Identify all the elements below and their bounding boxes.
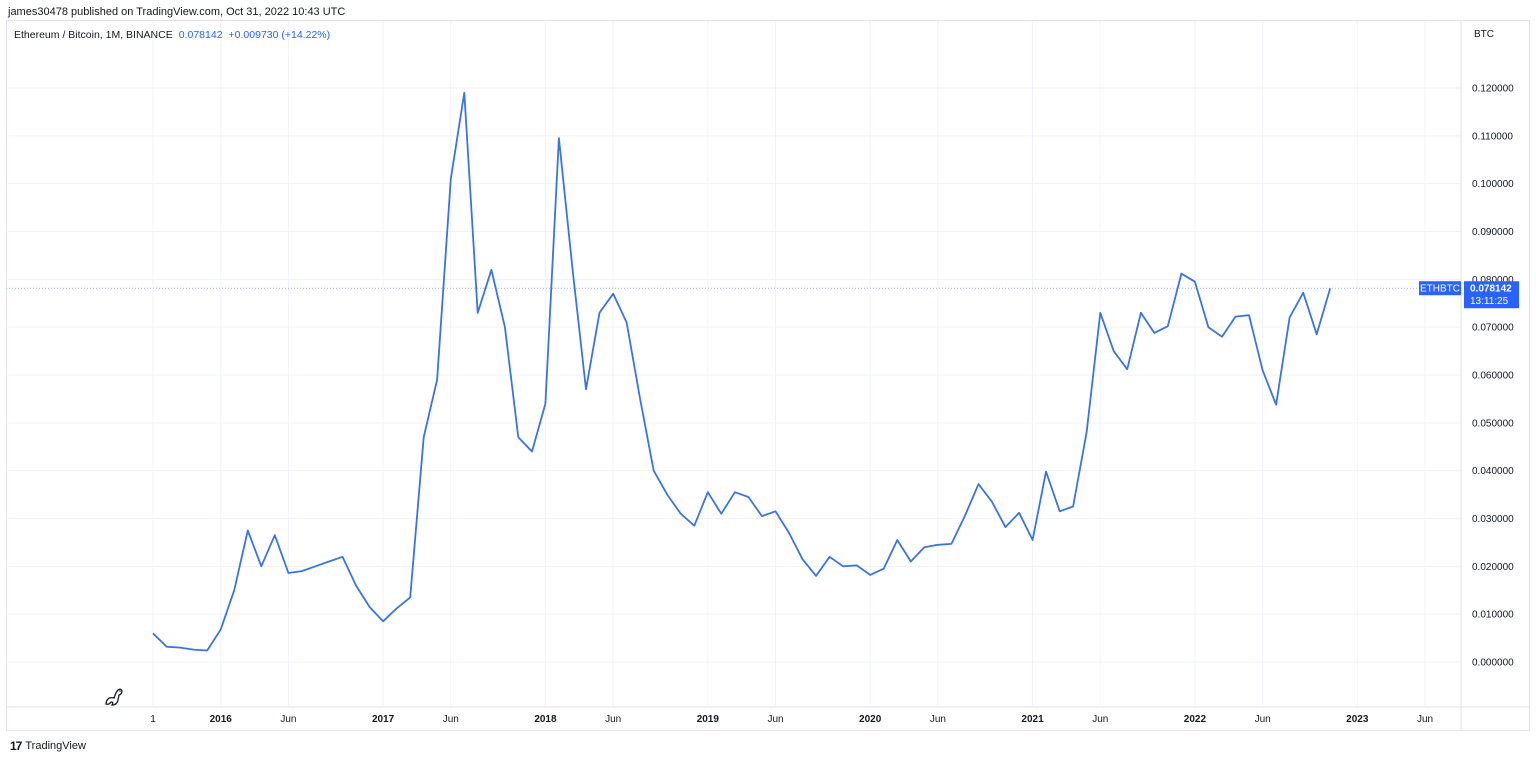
price-badge-value: 0.078142 [1470,284,1512,295]
legend-symbol: Ethereum / Bitcoin, 1M, BINANCE [14,29,173,41]
legend-change: +0.009730 (+14.22%) [228,29,331,41]
y-tick-label: 0.040000 [1472,466,1514,477]
y-tick-label: 0.090000 [1472,227,1514,238]
y-tick-label: 0.100000 [1472,179,1514,190]
chart-legend: Ethereum / Bitcoin, 1M, BINANCE 0.078142… [14,29,330,41]
legend-last-value: 0.078142 [178,29,223,41]
y-tick-label: 0.010000 [1472,610,1514,621]
symbol-badge [1419,281,1461,296]
y-tick-label: 0.110000 [1472,131,1513,142]
footer-brand[interactable]: 17 TradingView [10,739,86,753]
dino-icon [105,688,123,706]
x-tick-label: Jun [1417,714,1433,725]
y-tick-label: 0.020000 [1472,562,1514,573]
y-tick-label: 0.080000 [1472,275,1514,286]
x-tick-label: 2016 [210,714,233,725]
symbol-badge-text: ETHBTC [1420,284,1460,295]
x-tick-label: Jun [443,714,459,725]
tradingview-logo-icon: 17 [10,739,22,753]
y-tick-label: 0.070000 [1472,323,1514,334]
brand-name: TradingView [25,740,86,752]
x-tick-label: Jun [1255,714,1271,725]
price-badge-countdown: 13:11:25 [1470,296,1509,307]
x-axis: 1 2016 Jun 2017 Jun 2018 Jun 2019 Jun 2020 Jun 2021… [150,714,1433,725]
series-layer [152,91,1332,652]
x-tick-label: 2017 [372,714,395,725]
currency-label: BTC [1474,29,1494,40]
x-tick-label: Jun [930,714,946,725]
y-tick-label: 0.000000 [1472,658,1514,669]
x-tick-label: 2021 [1021,714,1044,725]
grid-layer [6,21,1530,730]
x-tick-label: 2022 [1184,714,1207,725]
x-tick-label: 2018 [534,714,557,725]
y-axis: 0.000000 0.010000 0.020000 0.030000 0.040000… [1472,84,1514,669]
published-line: james30478 published on TradingView.com,… [8,6,346,18]
x-tick-label: Jun [280,714,296,725]
price-badge [1464,281,1519,309]
x-tick-label: Jun [605,714,621,725]
y-tick-label: 0.050000 [1472,418,1514,429]
x-tick-label: 2020 [859,714,882,725]
y-tick-label: 0.030000 [1472,514,1514,525]
x-tick-label: 2023 [1346,714,1369,725]
ethbtc-series-line [152,91,1332,652]
x-tick-label: 2019 [697,714,720,725]
x-tick-label: Jun [1092,714,1108,725]
y-tick-label: 0.120000 [1472,84,1514,95]
x-tick-label: Jun [767,714,783,725]
x-tick-label: 1 [150,714,156,725]
y-tick-label: 0.060000 [1472,371,1514,382]
